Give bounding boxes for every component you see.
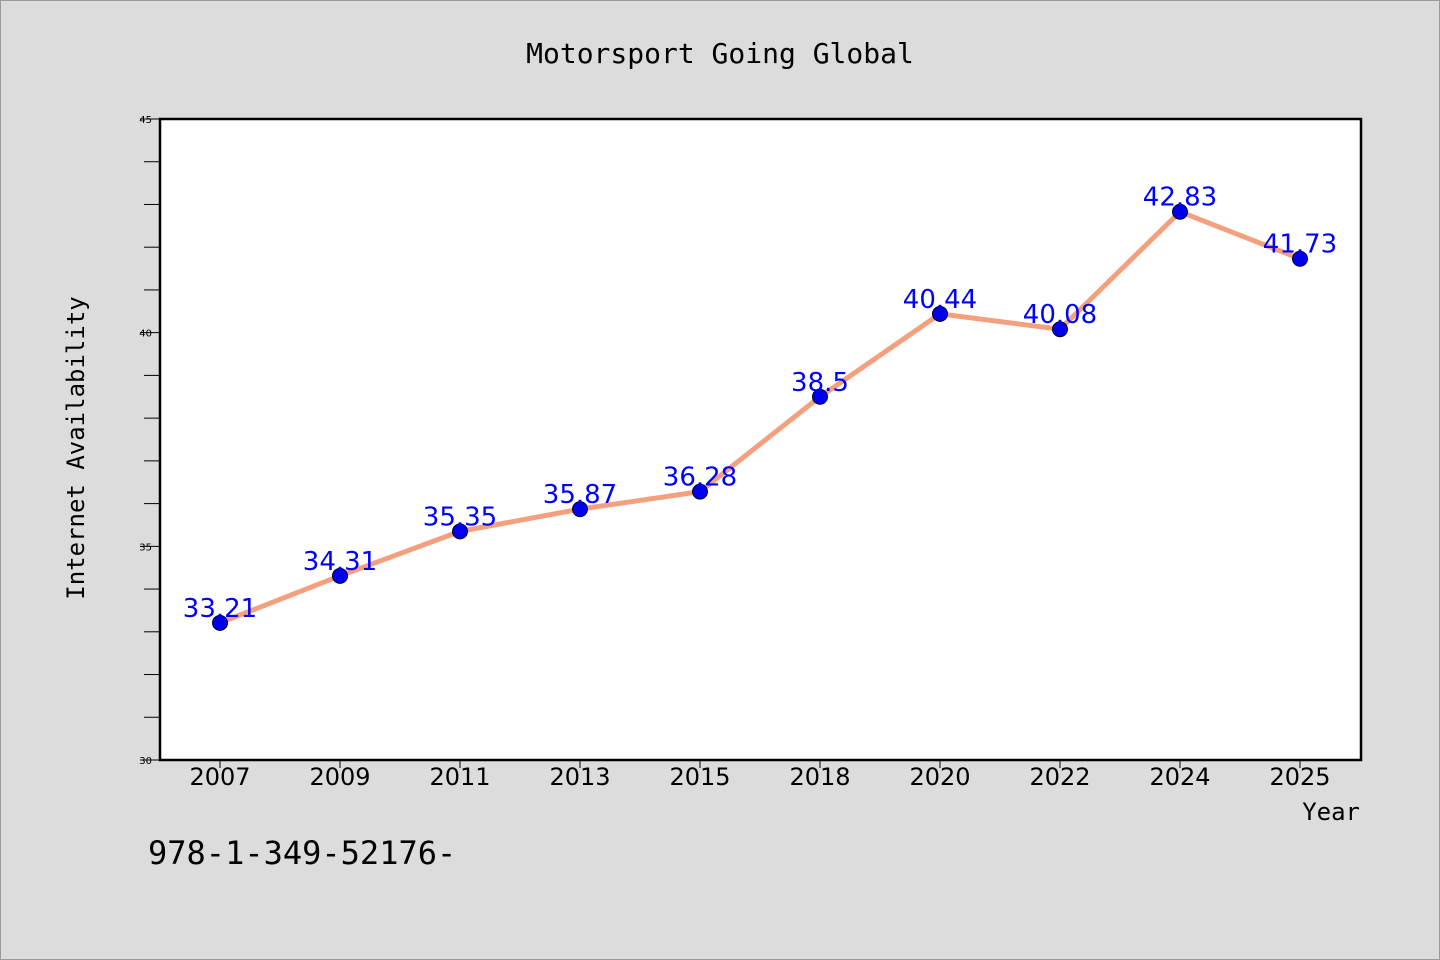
data-point xyxy=(932,305,948,322)
x-tick-label: 2018 xyxy=(789,763,850,791)
data-label: 42.83 xyxy=(1143,183,1217,213)
series-group: 33.21 34.31 35.35 35.87 36.28 38.5 40.44 40.08 4… xyxy=(183,183,1337,631)
data-label: 35.87 xyxy=(543,480,617,510)
data-point xyxy=(1172,203,1188,220)
data-label: 33.21 xyxy=(183,594,257,624)
data-label: 38.5 xyxy=(791,368,849,398)
series-line xyxy=(219,209,1301,626)
plot-area xyxy=(158,117,1363,762)
y-tick-label: 45 xyxy=(139,115,152,126)
chart-title: Motorsport Going Global xyxy=(526,37,914,70)
data-label: 35.35 xyxy=(423,502,497,532)
x-tick-label: 2013 xyxy=(549,763,610,791)
x-tick-label: 2024 xyxy=(1149,763,1210,791)
data-label: 34.31 xyxy=(303,547,377,577)
data-label: 40.44 xyxy=(903,285,977,315)
x-tick-label: 2007 xyxy=(189,763,250,791)
data-label: 41.73 xyxy=(1263,230,1337,260)
footer-text: 978-1-349-52176- xyxy=(148,834,456,872)
x-tick-label: 2022 xyxy=(1029,763,1090,791)
y-tick-label: 30 xyxy=(139,756,152,767)
data-point xyxy=(692,483,708,500)
y-tick-label: 40 xyxy=(139,329,152,340)
y-tick-label: 35 xyxy=(139,542,152,553)
data-label: 36.28 xyxy=(663,463,737,493)
data-point xyxy=(452,523,468,540)
x-tick-label: 2020 xyxy=(909,763,970,791)
x-tick-label: 2011 xyxy=(429,763,490,791)
y-axis: 30 35 40 45 xyxy=(139,115,160,767)
x-tick-label: 2015 xyxy=(669,763,730,791)
data-point xyxy=(332,567,348,584)
x-tick-label: 2025 xyxy=(1269,763,1330,791)
data-point xyxy=(812,388,828,405)
data-point xyxy=(572,501,588,518)
x-tick-label: 2009 xyxy=(309,763,370,791)
data-point xyxy=(1292,250,1308,267)
data-point xyxy=(212,614,228,631)
data-label: 40.08 xyxy=(1023,300,1097,330)
y-axis-label: Internet Availability xyxy=(62,296,90,599)
data-point xyxy=(1052,321,1068,338)
x-axis-label: Year xyxy=(1302,798,1360,826)
x-axis: 2007 2009 2011 2013 2015 2018 2020 2022 2024 2025 xyxy=(189,760,1331,791)
